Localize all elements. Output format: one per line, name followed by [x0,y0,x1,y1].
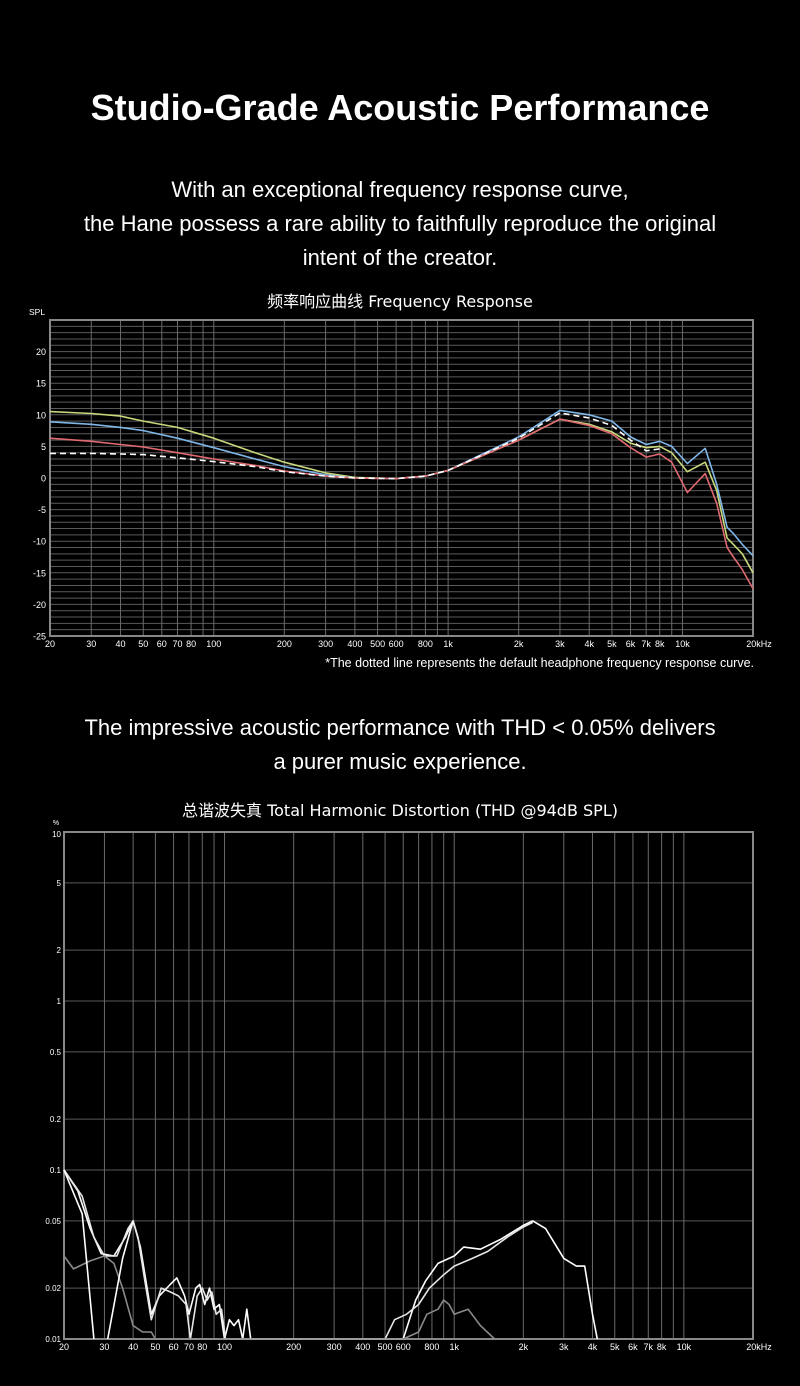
x-tick-label: 7k [641,639,651,649]
x-tick-label: 4k [588,1342,598,1352]
thd-text: The impressive acoustic performance with… [0,711,800,779]
thd-series-line-0 [63,1169,599,1340]
x-tick-label: 5k [610,1342,620,1352]
x-tick-label: 50 [138,639,148,649]
fr-series-line-2 [49,418,754,589]
x-tick-label: 80 [197,1342,207,1352]
x-tick-label: 6k [626,639,636,649]
y-tick-label: 0.01 [45,1335,61,1344]
thd-chart-title: 总谐波失真 Total Harmonic Distortion (THD @94… [182,801,618,820]
y-tick-label: -20 [33,600,46,610]
intro-line: With an exceptional frequency response c… [171,177,629,202]
x-tick-label: 40 [116,639,126,649]
y-tick-label: 1 [57,997,62,1006]
plot-border [63,831,754,1340]
intro-text: With an exceptional frequency response c… [0,173,800,275]
x-tick-label: 40 [128,1342,138,1352]
y-tick-label: -25 [33,632,46,642]
plot-border [49,319,754,637]
x-tick-label: 600 [396,1342,411,1352]
y-tick-label: 2 [57,946,62,955]
x-tick-label: 2k [519,1342,529,1352]
frequency-response-chart: 20 30 40 50 60 70 80 100 200 300 400 500 600 800 1k 2k 3… [29,307,772,649]
x-tick-label: 20 [59,1342,69,1352]
y-tick-label: 0.05 [45,1217,61,1226]
y-axis-label: SPL [29,307,45,317]
y-tick-label: 0.02 [45,1284,61,1293]
x-tick-label: 70 [172,639,182,649]
x-tick-label: 30 [99,1342,109,1352]
x-tick-label: 400 [347,639,362,649]
x-tick-label: 80 [186,639,196,649]
x-tick-label: 20kHz [746,1342,772,1352]
x-tick-label: 70 [184,1342,194,1352]
y-axis-label: % [53,820,59,827]
x-tick-label: 4k [584,639,594,649]
intro-line: intent of the creator. [302,245,498,270]
fr-series-line-1 [49,409,754,557]
x-tick-label: 5k [607,639,617,649]
x-tick-label: 400 [355,1342,370,1352]
x-tick-label: 7k [644,1342,654,1352]
y-tick-label: 0 [41,474,46,484]
x-tick-label: 200 [277,639,292,649]
x-tick-label: 800 [418,639,433,649]
fr-chart-title: 频率响应曲线 Frequency Response [267,292,533,311]
plot-area [64,832,753,1339]
x-tick-label: 800 [424,1342,439,1352]
thd-series-line-3 [63,1169,95,1340]
x-tick-label: 8k [655,639,665,649]
y-tick-label: 5 [41,442,46,452]
thd-series-line-1 [63,1169,534,1340]
x-tick-label: 600 [389,639,404,649]
x-tick-label: 300 [318,639,333,649]
thd-series-line-2 [63,1255,496,1340]
x-tick-label: 200 [286,1342,301,1352]
x-tick-label: 300 [327,1342,342,1352]
y-tick-label: 5 [57,879,62,888]
x-tick-label: 500 [370,639,385,649]
x-tick-label: 500 [378,1342,393,1352]
thd-series-line-4 [106,1220,134,1340]
x-tick-label: 30 [86,639,96,649]
x-tick-label: 3k [559,1342,569,1352]
x-tick-label: 100 [206,639,221,649]
x-tick-label: 60 [157,639,167,649]
y-tick-label: 15 [36,379,46,389]
y-tick-label: 20 [36,347,46,357]
y-tick-label: 0.1 [50,1166,62,1175]
y-tick-label: 0.5 [50,1048,62,1057]
x-tick-label: 6k [628,1342,638,1352]
x-tick-label: 20 [45,639,55,649]
y-tick-label: 10 [36,410,46,420]
thd-line: a purer music experience. [273,749,527,774]
fr-footnote: *The dotted line represents the default … [325,656,754,670]
y-tick-label: -15 [33,568,46,578]
x-tick-label: 1k [443,639,453,649]
x-tick-label: 2k [514,639,524,649]
intro-line: the Hane possess a rare ability to faith… [83,211,717,236]
x-tick-label: 20kHz [746,639,772,649]
x-tick-label: 10k [677,1342,692,1352]
x-tick-label: 100 [217,1342,232,1352]
x-tick-label: 10k [675,639,690,649]
x-tick-label: 60 [169,1342,179,1352]
y-tick-label: 10 [52,830,61,839]
fr-series-line-3 [50,412,660,480]
thd-line: The impressive acoustic performance with… [84,715,716,740]
y-tick-label: -5 [38,505,46,515]
x-tick-label: 50 [150,1342,160,1352]
x-tick-label: 1k [449,1342,459,1352]
y-tick-label: 0.2 [50,1115,62,1124]
page-title: Studio-Grade Acoustic Performance [90,87,710,128]
x-tick-label: 3k [555,639,565,649]
y-tick-label: -10 [33,537,46,547]
x-tick-label: 8k [657,1342,667,1352]
